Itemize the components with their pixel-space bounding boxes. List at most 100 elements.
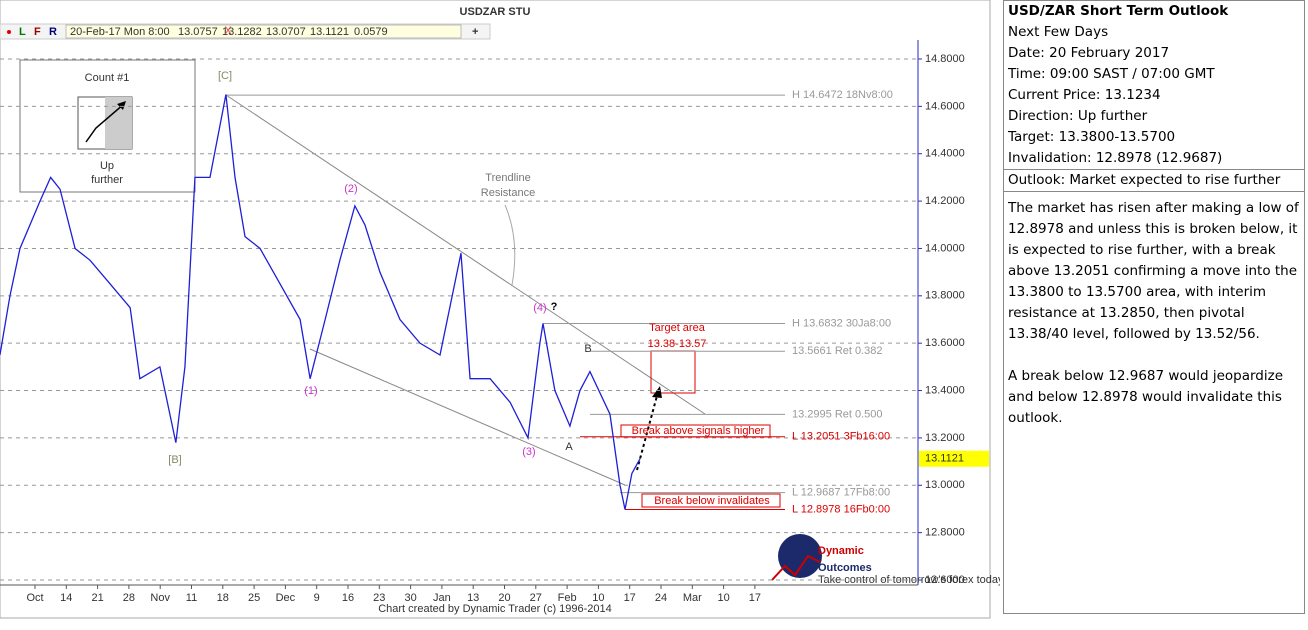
x-tick-label: 11 [186, 592, 197, 604]
y-tick-label: 12.8000 [925, 527, 965, 539]
chart: USDZAR STU + Count #1 Up further Chart c… [0, 0, 1000, 619]
y-tick-label: 14.6000 [925, 100, 965, 112]
toolbar-button: L [19, 26, 26, 38]
price-tag [919, 450, 989, 467]
level-label: L 12.9687 17Fb8:00 [792, 487, 890, 499]
x-tick-label: 16 [342, 592, 354, 604]
readout-field: 20-Feb-17 Mon 8:00 [70, 26, 170, 38]
panel-text: Next Few Days [1008, 24, 1109, 40]
panel-text: Outlook: Market expected to rise further [1004, 169, 1304, 191]
panel-text: Target: 13.3800-13.5700 [1008, 129, 1176, 145]
annotation: Break below invalidates [654, 495, 770, 507]
x-tick-label: Nov [150, 592, 170, 604]
annotation: (2) [344, 183, 357, 195]
y-tick-label: 13.4000 [925, 384, 965, 396]
count-icon-shade [105, 97, 132, 149]
panel-text: Current Price: 13.1234 [1008, 87, 1161, 103]
count-title: Count #1 [85, 72, 130, 84]
x-tick-label: 10 [717, 592, 729, 604]
panel-text [1004, 191, 1304, 198]
y-tick-label: 12.6000 [925, 574, 965, 586]
x-tick-label: 10 [592, 592, 604, 604]
x-tick-label: 18 [217, 592, 229, 604]
y-tick-label: 14.2000 [925, 195, 965, 207]
annotation: B [584, 343, 591, 355]
trendline-arrow [504, 204, 516, 286]
level-label: 13.2995 Ret 0.500 [792, 408, 883, 420]
x-tick-label: 24 [655, 592, 667, 604]
x-tick-label: Mar [683, 592, 702, 604]
chart-title: USDZAR STU [460, 6, 531, 18]
annotation: [C] [218, 70, 232, 82]
x-tick-label: 17 [624, 592, 636, 604]
y-tick-label: 14.4000 [925, 148, 965, 160]
y-tick-label: 14.8000 [925, 53, 965, 65]
readout-field: 13.0707 [266, 26, 306, 38]
x-tick-label: Dec [276, 592, 296, 604]
annotation: X [224, 25, 232, 37]
logo: Dynamic Outcomes Take control of tomorro… [771, 534, 1000, 586]
y-tick-label: 13.6000 [925, 337, 965, 349]
level-label: L 12.8978 16Fb0:00 [792, 503, 890, 515]
readout-field: 13.0757 [178, 26, 218, 38]
count-line: Up [100, 160, 114, 172]
y-tick-label: 14.0000 [925, 242, 965, 254]
panel-text: The market has risen after making a low … [1008, 200, 1299, 342]
projection-arrow [636, 391, 659, 471]
count-arrow-head [117, 101, 126, 110]
annotation: Resistance [481, 187, 535, 199]
x-tick-label: 13 [467, 592, 479, 604]
annotation-box [620, 424, 771, 438]
level-label: H 14.6472 18Nv8:00 [792, 89, 893, 101]
annotation: (3) [522, 446, 535, 458]
x-tick-label: 14 [60, 592, 72, 604]
annotation: Break above signals higher [632, 425, 765, 437]
readout-box [65, 24, 462, 39]
x-tick-label: 23 [373, 592, 385, 604]
panel-text: A break below 12.9687 would jeopardize a… [1008, 368, 1284, 426]
annotation: (1) [304, 385, 317, 397]
price-tag-label: 13.1121 [925, 453, 964, 465]
toolbar-button: F [34, 26, 41, 38]
annotation: [B] [168, 454, 181, 466]
panel-text: Time: 09:00 SAST / 07:00 GMT [1008, 66, 1215, 82]
x-tick-label: 20 [498, 592, 510, 604]
annotation: Target area [649, 322, 706, 334]
x-tick-label: 21 [91, 592, 103, 604]
annotation: A [565, 441, 573, 453]
annotation: (4) [533, 302, 546, 314]
count-line: further [91, 174, 123, 186]
x-tick-label: Jan [433, 592, 451, 604]
panel-text: Invalidation: 12.8978 (12.9687) [1008, 150, 1223, 166]
panel-text: Direction: Up further [1008, 108, 1148, 124]
x-tick-label: 25 [248, 592, 260, 604]
projection-arrow-head [652, 386, 662, 398]
x-tick-label: 27 [530, 592, 542, 604]
x-tick-label: Feb [558, 592, 577, 604]
x-tick-label: Oct [26, 592, 43, 604]
panel-text: Date: 20 February 2017 [1008, 45, 1170, 61]
logo-tagline: Take control of tomorrow's forex today [818, 574, 1000, 586]
annotation: 13.38-13.57 [648, 338, 707, 350]
footer: Chart created by Dynamic Trader (c) 1996… [378, 603, 612, 615]
price-line [0, 94, 641, 510]
x-tick-label: 28 [123, 592, 135, 604]
readout-field: 13.1121 [310, 26, 349, 38]
annotation: Trendline [485, 172, 530, 184]
readout-field: 13.1282 [222, 26, 262, 38]
annotation-box [641, 493, 781, 508]
logo-text: Outcomes [818, 562, 872, 574]
logo-text: Dynamic [818, 545, 864, 557]
logo-globe [778, 534, 822, 578]
trendline [309, 348, 626, 486]
x-tick-label: 9 [314, 592, 320, 604]
outlook-panel: USD/ZAR Short Term Outlook Next Few Days D… [1003, 0, 1305, 614]
panel-text: USD/ZAR Short Term Outlook [1008, 3, 1229, 19]
x-tick-label: 17 [749, 592, 761, 604]
toolbar-button: R [49, 26, 57, 38]
plus-icon[interactable]: + [472, 26, 478, 38]
x-tick-label: 30 [404, 592, 416, 604]
level-label: L 13.2051 3Fb16:00 [792, 431, 890, 443]
annotation: ? [551, 301, 558, 313]
